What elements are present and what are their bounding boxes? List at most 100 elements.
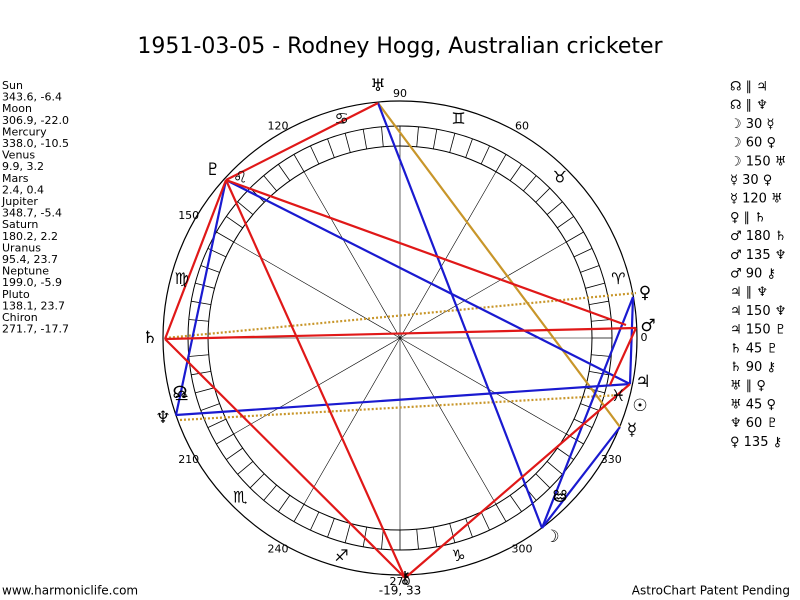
degree-tick	[381, 529, 384, 550]
planet-glyph: ♂	[640, 316, 655, 336]
degree-tick	[416, 126, 419, 147]
degree-tick	[480, 145, 490, 165]
labels: ♈ ♉ ♊ ♋ ♌ ♍ ♎ ♏ ♐ ♑ ♒ ♓ 0 60 90 120 150 210 240 270 300 330 ☉ S…	[1, 76, 790, 598]
degree-tick	[449, 523, 456, 543]
aspect-line	[174, 179, 228, 416]
planet-name: Venus	[2, 149, 35, 162]
house-spoke	[303, 337, 401, 505]
aspect-entry: ☽ 150 ♅	[730, 154, 786, 169]
planet-glyph: ☉	[632, 396, 647, 416]
degree-tick	[432, 527, 438, 547]
degree-tick	[293, 154, 305, 172]
outer-circle	[162, 100, 638, 576]
node-axis	[179, 393, 621, 422]
degree-label: 120	[268, 120, 289, 133]
degree-tick	[566, 231, 584, 243]
degree-tick	[226, 447, 243, 460]
degree-label: 300	[512, 542, 533, 555]
aspect-line	[164, 338, 406, 579]
degree-tick	[263, 484, 277, 501]
degree-tick	[495, 504, 507, 522]
aspect-entry: ♀ ∥ ♄	[730, 210, 766, 225]
house-spoke	[303, 171, 401, 339]
planet-glyph: ♀	[639, 283, 651, 303]
degree-tick	[449, 133, 456, 153]
aspect-line	[541, 426, 621, 529]
zodiac-sign: ♉	[553, 168, 567, 187]
degree-tick	[344, 523, 351, 543]
degree-tick	[327, 138, 335, 158]
tick-ring	[188, 126, 612, 550]
aspect-entry: ♂ 90 ⚷	[730, 267, 776, 282]
house-spoke	[399, 337, 497, 505]
aspect-line	[164, 326, 637, 341]
aspect-line	[224, 179, 407, 579]
planet-position: 348.7, -5.4	[2, 207, 62, 220]
degree-tick	[432, 129, 438, 149]
aspect-entry: ♅ ∥ ♀	[730, 379, 766, 394]
house-spoke	[399, 241, 567, 339]
planet-name: Uranus	[2, 241, 41, 254]
zodiac-sign: ♏	[233, 487, 247, 506]
planet-name: Moon	[2, 102, 32, 115]
degree-tick	[362, 129, 368, 149]
footer-left: www.harmoniclife.com	[2, 584, 138, 598]
degree-tick	[546, 461, 563, 475]
aspect-lines	[163, 102, 638, 579]
degree-tick	[344, 133, 351, 153]
degree-tick	[416, 529, 419, 550]
planet-position: 2.4, 0.4	[2, 183, 44, 196]
footer-center: -19, 33	[379, 584, 422, 598]
aspect-line	[175, 382, 631, 417]
degree-label: 90	[393, 87, 407, 100]
degree-tick	[535, 187, 551, 203]
degree-tick	[216, 433, 234, 445]
degree-tick	[495, 154, 507, 172]
aspect-entry: ☊ ∥ ♆	[730, 98, 768, 113]
planet-position: 95.4, 23.7	[2, 253, 58, 266]
degree-tick	[509, 164, 522, 181]
aspect-line	[608, 327, 638, 386]
degree-tick	[557, 447, 574, 460]
aspect-entry: ♄ 90 ⚷	[730, 360, 776, 375]
degree-tick	[310, 145, 320, 165]
zodiac-sign: ♎	[175, 386, 189, 405]
degree-tick	[546, 201, 563, 215]
aspect-line	[225, 102, 379, 181]
node-axis	[164, 291, 637, 340]
aspect-line	[540, 296, 635, 529]
degree-tick	[188, 319, 209, 322]
planet-name: Mercury	[2, 125, 47, 138]
aspect-line	[225, 178, 627, 327]
degree-label: 240	[268, 542, 289, 555]
planet-position: 271.7, -17.7	[2, 323, 69, 336]
planet-glyph: ♆	[155, 408, 170, 428]
zodiac-sign: ♌	[233, 168, 247, 187]
node-glyph: ☊	[172, 383, 187, 403]
degree-tick	[188, 354, 209, 357]
aspect-entry: ♆ 60 ♇	[730, 416, 778, 431]
degree-tick	[465, 138, 473, 158]
degree-tick	[310, 511, 320, 531]
planet-glyph: ♃	[635, 372, 650, 392]
aspect-line	[404, 383, 631, 579]
degree-tick	[263, 175, 277, 192]
degree-label: 0	[641, 331, 648, 344]
zodiac-sign: ♓	[611, 386, 625, 405]
planet-glyph: ♅	[370, 76, 385, 96]
aspect-line	[376, 102, 544, 529]
aspect-entry: ☿ 30 ♀	[730, 173, 772, 188]
degree-tick	[237, 461, 254, 475]
degree-tick	[191, 370, 211, 376]
degree-tick	[200, 403, 220, 411]
aspect-entry: ♃ ∥ ♆	[730, 285, 768, 300]
degree-tick	[557, 216, 574, 229]
planet-glyph: ☽	[544, 527, 559, 547]
degree-tick	[293, 504, 305, 522]
aspect-entry: ☽ 60 ♀	[730, 136, 776, 151]
degree-tick	[381, 126, 384, 147]
zodiac-sign: ♊	[451, 109, 465, 128]
planet-name: Saturn	[2, 218, 38, 231]
degree-label: 210	[178, 453, 199, 466]
